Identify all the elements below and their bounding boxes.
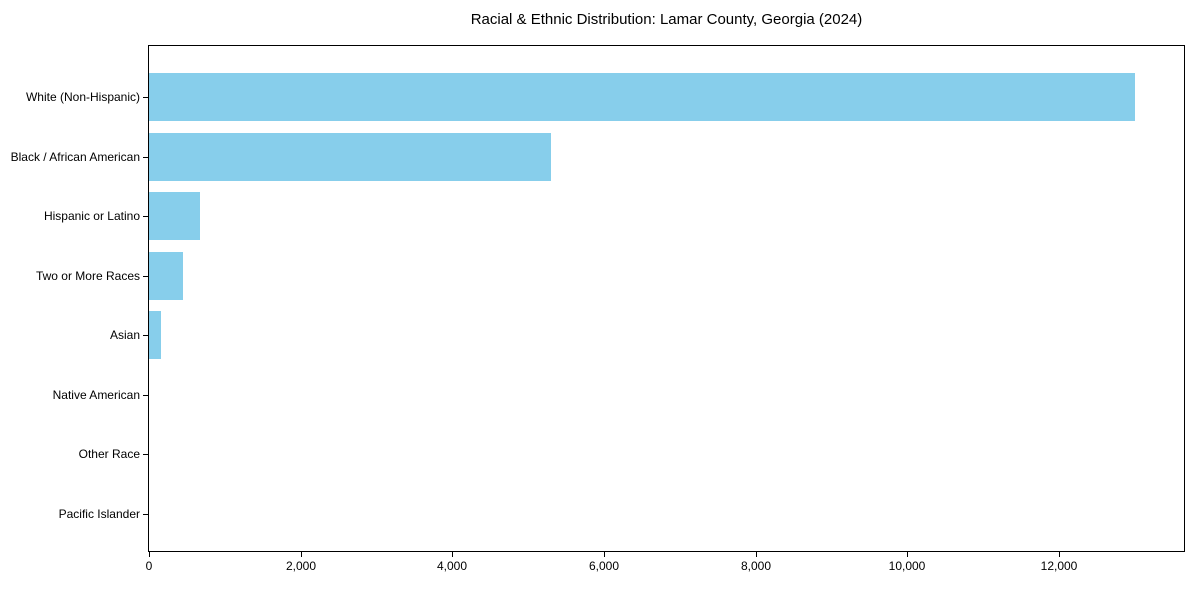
y-tick-mark [143,335,148,337]
x-tick-mark [756,552,757,557]
x-tick-label: 8,000 [740,559,772,573]
y-axis-label: Black / African American [10,149,140,164]
x-tick-mark [1059,552,1060,557]
y-tick-mark [143,454,148,456]
x-tick-mark [604,552,605,557]
x-tick-label: 10,000 [888,559,926,573]
bar-black-african-american [149,132,551,181]
x-tick-label: 4,000 [436,559,468,573]
y-axis-label: Hispanic or Latino [43,209,140,224]
x-tick-mark [149,552,150,557]
chart-title: Racial & Ethnic Distribution: Lamar Coun… [470,11,863,28]
y-axis-label: White (Non-Hispanic) [25,90,140,104]
x-tick-mark [452,552,453,557]
y-tick-mark [143,156,148,158]
x-tick-label: 0 [145,559,153,573]
y-tick-mark [143,513,148,515]
x-tick-mark [907,552,908,557]
bar-hispanic-or-latino [149,192,200,241]
bar-asian [149,311,161,360]
x-tick-label: 6,000 [588,559,620,573]
y-tick-mark [143,216,148,218]
y-tick-mark [143,97,148,98]
y-axis-label: Two or More Races [35,268,140,283]
y-axis-label: Pacific Islander [58,506,140,521]
x-tick-label: 2,000 [285,559,317,573]
bar-two-or-more-races [149,251,183,300]
plot-area [148,45,1185,552]
x-tick-mark [301,552,302,557]
y-tick-mark [143,275,148,277]
y-axis-label: Asian [109,328,140,343]
y-axis-label: Other Race [78,447,140,462]
x-tick-label: 12,000 [1040,559,1078,573]
bar-white-non-hispanic [149,73,1135,121]
y-axis-label: Native American [52,387,140,402]
y-tick-mark [143,394,148,396]
